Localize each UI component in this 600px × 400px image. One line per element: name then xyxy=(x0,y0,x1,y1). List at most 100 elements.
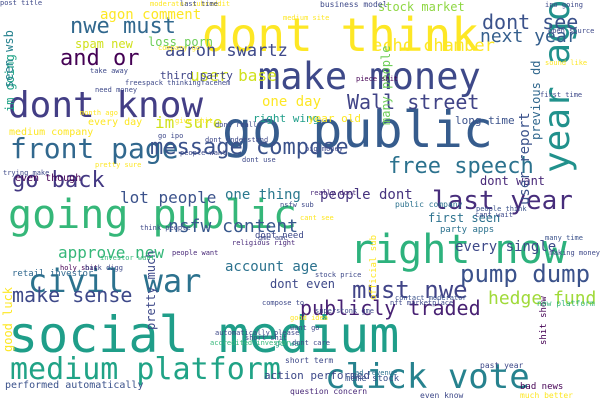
word-new-platform: new platform xyxy=(537,299,595,308)
word-loss-porn: loss porn xyxy=(148,35,214,49)
word-gme-amc: gme amc xyxy=(258,234,288,242)
word-stock-price: stock price xyxy=(315,271,362,279)
word-user-base: user base xyxy=(190,66,277,85)
word-free-speech: free speech xyxy=(388,154,534,179)
word-agon-comment: agon comment xyxy=(100,7,202,23)
word-business-model: business model xyxy=(320,0,388,9)
word-retail-investor: retail investor xyxy=(12,269,94,279)
word-must-nwe: must nwe xyxy=(352,276,468,304)
word-even-know: even know xyxy=(420,391,464,400)
word-first-seen: first seen xyxy=(428,211,501,225)
word-last-time: last time xyxy=(180,0,218,8)
word-performed-automatically: performed automatically xyxy=(5,380,144,391)
word-making-money: making money xyxy=(549,249,600,257)
word-cant-wait: cant wait xyxy=(475,211,513,219)
word-many-time: many time xyxy=(545,234,583,242)
word-medium-company: medium company xyxy=(9,127,94,138)
word-short-term: short term xyxy=(285,356,334,365)
word-and-or: and or xyxy=(60,46,140,71)
word-dont-understand: dont understand xyxy=(205,136,269,144)
word-big-money: big money xyxy=(305,145,343,153)
word-sound-like: sound like xyxy=(545,59,588,67)
word-investor-want: investor want xyxy=(100,254,155,262)
word-religious-right: religious right xyxy=(232,239,296,247)
word-post-title: post title xyxy=(0,0,43,7)
word-dont-even: dont even xyxy=(270,277,336,291)
word-next-year: next year xyxy=(480,26,578,47)
word-give-shit: give shit xyxy=(175,117,213,125)
word-go-public: go public xyxy=(222,101,493,159)
word-going-public: going public xyxy=(8,192,297,238)
word-dont-need: dont need xyxy=(255,231,304,241)
word-people-think: people think xyxy=(476,205,527,213)
word-message-compose: message compose xyxy=(150,135,349,160)
word-dont-want: dont want xyxy=(480,174,546,188)
word-open-source: open source xyxy=(548,27,595,35)
word-think-people: think people xyxy=(140,224,191,232)
word-people-want: people want xyxy=(180,149,227,157)
word-even-though: even though xyxy=(15,173,82,184)
word-compose-to: compose to xyxy=(262,299,305,307)
word-short-shit: short shit xyxy=(245,334,288,342)
word-meme-stock: meme stock xyxy=(345,374,400,384)
word-take-away: take away xyxy=(90,67,128,75)
word-people-want: people want xyxy=(172,249,219,257)
word-one-day: one day xyxy=(262,94,322,110)
word-front-page: front page xyxy=(10,132,179,165)
word-bad-news: bad news xyxy=(520,382,564,392)
word-aaron-swartz: aaron swartz xyxy=(165,41,288,61)
word-one-thing: one thing xyxy=(225,187,301,203)
word-cant-see: cant see xyxy=(300,214,334,222)
word-action-performed: action performed xyxy=(264,369,370,382)
word-go-way: go way xyxy=(275,339,304,348)
word-need-money: need money xyxy=(95,86,138,94)
word-company-go: company go xyxy=(158,44,201,52)
word-month-ago: month ago xyxy=(80,109,118,117)
word-seen-wsb: seen wsb xyxy=(2,30,16,88)
word-pretty-much: pretty much xyxy=(144,250,158,330)
word-pretty-sure: pretty sure xyxy=(95,161,142,169)
word-accredited-investor: accredited investor xyxy=(210,339,291,347)
word-right-wing: right wing xyxy=(253,112,320,125)
word-go-ipo: go ipo xyxy=(158,132,184,140)
word-trying-make: trying make xyxy=(3,169,50,177)
word-stock-market: stock market xyxy=(378,0,465,14)
word-right-now: right now xyxy=(350,227,567,273)
word-account-age: account age xyxy=(225,259,318,275)
word-wall-street: Wall street xyxy=(347,90,480,114)
word-first-time: first time xyxy=(540,91,583,99)
word-want-go: want go xyxy=(290,324,320,332)
word-moderator-subreddit: moderator subreddit xyxy=(150,0,231,8)
word-question-concern: question concern xyxy=(290,387,368,396)
word-go-back: go back xyxy=(12,168,105,193)
word-long-time: long time xyxy=(455,114,515,127)
word-really-dont: really dont xyxy=(310,189,357,197)
word-nwe-must: nwe must xyxy=(70,14,176,39)
word-dont-see: dont see xyxy=(482,10,579,34)
word-last-year: last year xyxy=(432,186,573,216)
word-civil-war: civil war xyxy=(28,262,202,300)
word-holy-shit: holy shit xyxy=(60,264,98,272)
word-good-idea: good idea xyxy=(290,314,328,322)
word-ad-revenue: ad revenue xyxy=(355,369,398,377)
word-year-old: year old xyxy=(308,112,361,125)
word-dont-care: dont care xyxy=(292,339,330,347)
word-good-luck: good luck xyxy=(1,286,15,352)
word-official-sub: official sub xyxy=(369,234,379,300)
word-click-vote: click vote xyxy=(325,357,530,397)
word-every-single: every single xyxy=(455,239,557,255)
word-social-medium: social medium xyxy=(8,306,400,364)
word-previous-dd: previous dd xyxy=(529,60,543,140)
word-dont-use: dont use xyxy=(242,156,276,164)
word-superstonk-gme: superstonk gme xyxy=(315,307,375,315)
word-im-sure: im sure xyxy=(155,113,223,132)
word-contact-moderator: contact moderator xyxy=(395,294,467,302)
word-party-apps: party apps xyxy=(440,225,495,235)
word-lot-people: lot people xyxy=(120,188,217,207)
word-piece-shit: piece shit xyxy=(356,75,399,83)
word-public-company: public company xyxy=(395,200,463,209)
word-nft-marketplace: nft marketplace xyxy=(390,299,454,307)
word-much-better: much better xyxy=(520,391,573,400)
word-make-money: make money xyxy=(258,55,481,98)
